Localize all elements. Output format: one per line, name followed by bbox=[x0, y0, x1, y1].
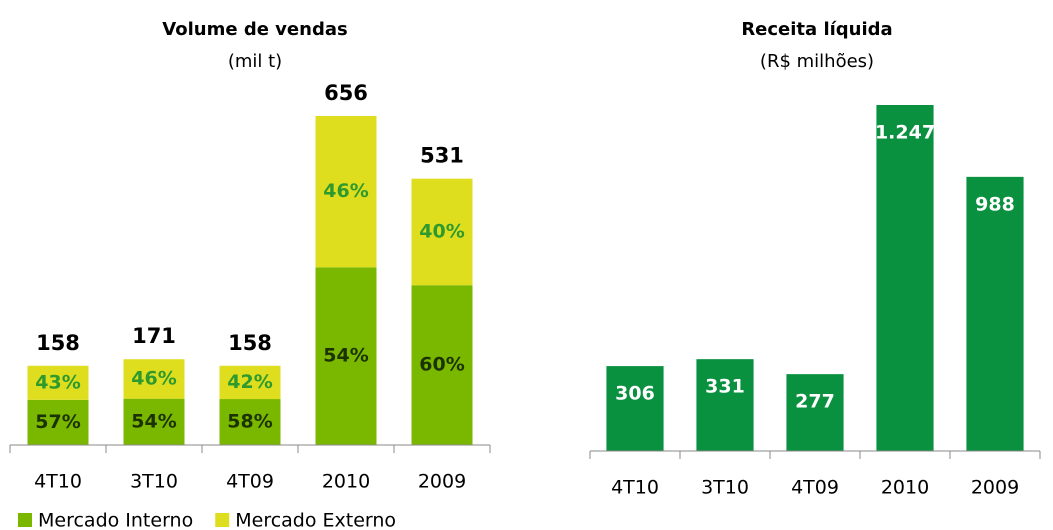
segment-label: 54% bbox=[323, 345, 368, 367]
bar bbox=[606, 366, 664, 451]
bar-segment bbox=[27, 365, 89, 400]
x-tick-label: 2009 bbox=[418, 471, 466, 493]
x-tick-label: 4T10 bbox=[34, 471, 82, 493]
chart-title: Receita líquida bbox=[741, 19, 892, 40]
total-label: 158 bbox=[36, 331, 80, 355]
segment-label: 57% bbox=[35, 411, 80, 433]
x-tick-label: 4T09 bbox=[791, 477, 839, 499]
bar-segment bbox=[219, 399, 281, 445]
value-label: 277 bbox=[795, 391, 835, 413]
total-label: 531 bbox=[420, 144, 464, 168]
bar-segment bbox=[123, 398, 185, 445]
x-tick-label: 3T10 bbox=[130, 471, 178, 493]
bar-segment bbox=[219, 365, 281, 400]
legend-label: Mercado Externo bbox=[235, 510, 396, 530]
value-label: 306 bbox=[615, 383, 655, 405]
bar-segment bbox=[123, 359, 185, 399]
x-tick-label: 3T10 bbox=[701, 477, 749, 499]
bar-segment bbox=[315, 116, 377, 268]
segment-label: 43% bbox=[35, 371, 80, 393]
bar bbox=[876, 105, 934, 451]
bar-segment bbox=[411, 178, 473, 286]
value-label: 331 bbox=[705, 376, 745, 398]
x-tick-label: 4T09 bbox=[226, 471, 274, 493]
total-label: 158 bbox=[228, 331, 272, 355]
bar bbox=[696, 359, 754, 451]
chart-subtitle: (R$ milhões) bbox=[760, 51, 874, 72]
x-tick-label: 4T10 bbox=[611, 477, 659, 499]
legend-swatch bbox=[215, 513, 230, 527]
segment-label: 42% bbox=[227, 371, 272, 393]
segment-label: 40% bbox=[419, 220, 464, 242]
bar bbox=[786, 374, 844, 451]
chart-title: Volume de vendas bbox=[162, 19, 347, 40]
bar bbox=[966, 176, 1024, 451]
segment-label: 54% bbox=[131, 410, 176, 432]
total-label: 656 bbox=[324, 81, 368, 105]
value-label: 988 bbox=[975, 193, 1015, 215]
legend-label: Mercado Interno bbox=[38, 510, 193, 530]
value-label: 1.247 bbox=[875, 122, 935, 144]
legend-swatch bbox=[18, 513, 32, 527]
bar-segment bbox=[315, 267, 377, 445]
chart-subtitle: (mil t) bbox=[228, 51, 282, 72]
x-tick-label: 2009 bbox=[971, 477, 1019, 499]
total-label: 171 bbox=[132, 324, 176, 348]
segment-label: 46% bbox=[131, 367, 176, 389]
x-tick-label: 2010 bbox=[322, 471, 370, 493]
segment-label: 58% bbox=[227, 411, 272, 433]
segment-label: 46% bbox=[323, 180, 368, 202]
segment-label: 60% bbox=[419, 354, 464, 376]
bar-segment bbox=[27, 399, 89, 445]
x-tick-label: 2010 bbox=[881, 477, 929, 499]
bar-segment bbox=[411, 285, 473, 445]
